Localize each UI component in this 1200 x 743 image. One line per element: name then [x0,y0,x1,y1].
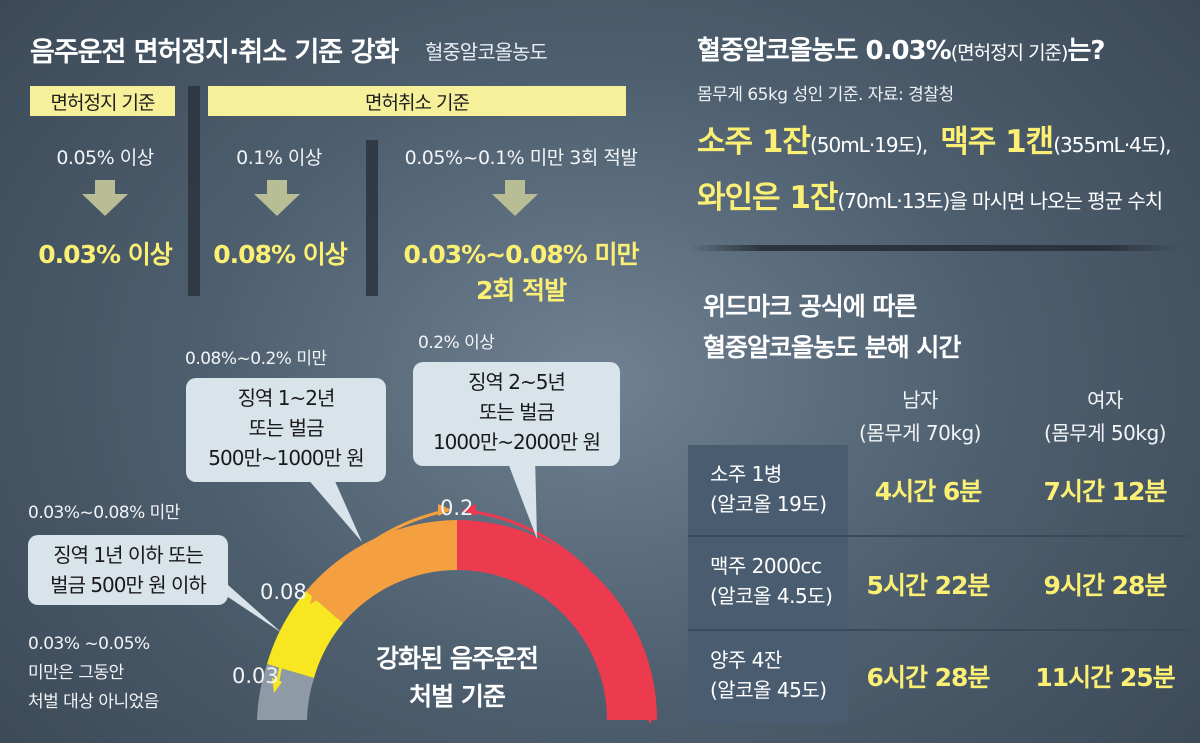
range3-bubble: 징역 2~5년 또는 벌금 1000만~2000만 원 [413,362,620,466]
section-divider [690,245,1180,251]
bubble-pointer [505,455,537,539]
soju-amount: 소주 1잔 [697,124,811,160]
down-arrow-icon [254,180,300,216]
widmark-line2: 혈중알코올농도 분해 시간 [703,333,961,362]
header-male: 남자 (몸무게 70kg) [855,384,985,450]
range-arrow-orange [314,509,446,598]
row-sub: (알코올 19도) [710,492,827,516]
bubble-pointer [210,585,282,633]
range-low-line3: 처벌 대상 아니었음 [28,692,159,712]
male-time: 4시간 6분 [874,477,983,506]
col1-before: 0.05% 이상 [56,147,154,169]
column-divider [188,86,200,296]
range1-line1: 징역 1년 이하 또는 [53,543,204,567]
table-row-label: 양주 4잔 (알코올 45도) [688,631,848,723]
female-time: 9시간 28분 [1043,571,1168,600]
row-sub: (알코올 4.5도) [710,584,833,608]
right-title-end: 는? [1067,36,1105,66]
col3-before: 0.05%~0.1% 미만 3회 적발 [404,147,638,169]
revocation-label: 면허취소 기준 [208,86,626,116]
range3-line1: 징역 2~5년 [468,370,566,394]
gauge-center-text: 강화된 음주운전 처벌 기준 [357,640,557,716]
header-male-label: 남자 [902,388,938,412]
header-female: 여자 (몸무게 50kg) [1035,384,1175,450]
gauge-tick-008: 0.08 [260,580,307,604]
widmark-title: 위드마크 공식에 따른 혈중알코올농도 분해 시간 [703,286,961,368]
female-time: 11시간 25분 [1035,663,1175,692]
col3-after-line2: 2회 적발 [475,276,567,305]
range3-line3: 1000만~2000만 원 [432,430,601,454]
male-time: 6시간 28분 [866,663,991,692]
range2-line3: 500만~1000만 원 [208,446,364,470]
main-title: 음주운전 면허정지·취소 기준 강화 [30,37,399,68]
beer-amount: 맥주 1캔 [940,124,1054,160]
main-subtitle: 혈중알코올농도 [425,40,548,64]
row-divider [688,629,1188,631]
header-male-sub: (몸무게 70kg) [859,421,981,445]
range-low-line2: 미만은 그동안 [28,663,124,683]
gauge-segment-gray [257,664,314,720]
down-arrow-icon [492,180,538,216]
range-low-note: 0.03% ~0.05% 미만은 그동안 처벌 대상 아니었음 [28,630,159,717]
source-note: 몸무게 65kg 성인 기준. 자료: 경찰청 [697,85,954,105]
soju-detail: (50mL·19도), [809,133,928,157]
range1-line2: 벌금 500만 원 이하 [50,573,207,597]
gauge-tick-003: 0.03 [232,664,279,688]
widmark-line1: 위드마크 공식에 따른 [703,292,917,321]
range3-line2: 또는 벌금 [479,400,555,424]
gauge-segment-orange [306,520,457,623]
column-divider [366,140,378,296]
gauge-segment-red [457,520,657,720]
wine-amount: 와인은 1잔 [697,180,838,216]
down-arrow-icon [82,180,128,216]
right-title: 혈중알코올농도 0.03%(면허정지 기준)는? [697,30,1105,67]
gauge-center-line2: 처벌 기준 [409,682,506,711]
wine-detail: (70mL·13도)을 마시면 나오는 평균 수치 [837,189,1163,213]
table-row-label: 맥주 2000cc (알코올 4.5도) [688,537,848,629]
col3-after-line1: 0.03%~0.08% 미만 [403,240,639,269]
range2-bubble: 징역 1~2년 또는 벌금 500만~1000만 원 [186,378,386,482]
gauge-segment-yellow [267,591,343,678]
range2-line2: 또는 벌금 [248,416,325,440]
drink-line1: 소주 1잔(50mL·19도), 맥주 1캔(355mL·4도), [697,116,1171,161]
row-name: 양주 4잔 [710,648,782,672]
row-name: 소주 1병 [710,462,782,486]
range-arrow-red [468,509,652,717]
female-time: 7시간 12분 [1043,477,1168,506]
header-female-sub: (몸무게 50kg) [1044,421,1166,445]
gauge-tick-02: 0.2 [440,496,474,520]
gauge-center-line1: 강화된 음주운전 [376,644,539,673]
suspension-label: 면허정지 기준 [30,86,175,116]
range3-label: 0.2% 이상 [418,333,495,353]
range2-label: 0.08%~0.2% 미만 [185,349,327,369]
beer-detail: (355mL·4도), [1053,133,1171,157]
row-divider [688,535,1188,537]
drink-line2: 와인은 1잔(70mL·13도)을 마시면 나오는 평균 수치 [697,172,1163,217]
bubble-pointer [300,470,362,542]
row-sub: (알코올 45도) [710,678,827,702]
right-title-main: 혈중알코올농도 0.03% [697,36,952,66]
male-time: 5시간 22분 [866,571,991,600]
table-row-label: 소주 1병 (알코올 19도) [688,445,848,535]
right-title-paren: (면허정지 기준) [950,42,1069,64]
range-low-line1: 0.03% ~0.05% [28,634,150,654]
col2-after: 0.08% 이상 [213,240,347,269]
range1-label: 0.03%~0.08% 미만 [28,503,180,523]
col2-before: 0.1% 이상 [236,147,322,169]
range2-line1: 징역 1~2년 [237,386,336,410]
row-name: 맥주 2000cc [710,554,822,578]
header-female-label: 여자 [1087,388,1123,412]
range1-bubble: 징역 1년 이하 또는 벌금 500만 원 이하 [28,535,228,605]
col1-after: 0.03% 이상 [38,240,172,269]
penalty-gauge [257,504,657,724]
